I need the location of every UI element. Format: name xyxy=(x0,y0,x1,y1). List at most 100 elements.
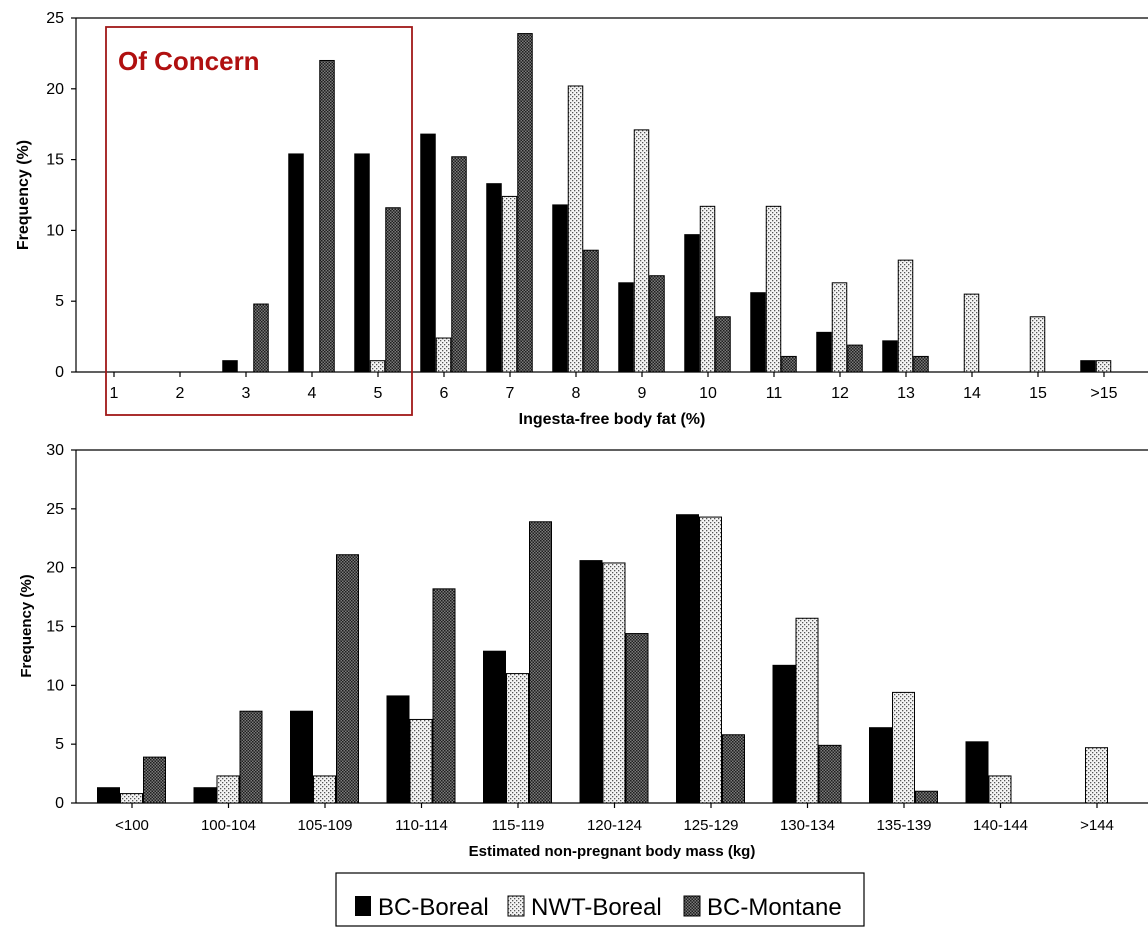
bot-bar-bc-montane-130-134 xyxy=(818,744,842,804)
top-bar-nwt-boreal-10 xyxy=(699,205,716,373)
top-bar-bc-boreal-10 xyxy=(684,234,700,373)
top-bar-nwt-boreal-14 xyxy=(963,293,980,373)
bot-y-tick-label: 25 xyxy=(46,501,64,518)
top-x-tick-label-13: 13 xyxy=(897,385,915,402)
top-x-tick-label-8: 8 xyxy=(572,385,581,402)
bot-bar-bc-boreal-115-119 xyxy=(483,650,506,804)
bot-x-tick-label-105-109: 105-109 xyxy=(297,817,352,834)
chart-bottom-x-axis-label: Estimated non-pregnant body mass (kg) xyxy=(469,843,756,860)
top-x-tick-label-4: 4 xyxy=(308,385,317,402)
bot-x-tick-label-120-124: 120-124 xyxy=(587,817,642,834)
top-bar-bc-montane-9 xyxy=(649,275,665,373)
top-y-tick-label: 20 xyxy=(46,81,64,98)
bot-bar-nwt-boreal-100 xyxy=(120,793,143,804)
bot-x-tick-label-110-114: 110-114 xyxy=(395,817,448,834)
top-bar-bc-boreal-9 xyxy=(618,282,634,373)
chart-bottom: 0 5 10 15 20 25 30 <100 100-104 105-109 110-114 11… xyxy=(18,442,1148,860)
legend-swatch-nwt-boreal xyxy=(507,895,525,917)
top-bar-bc-boreal-11 xyxy=(750,292,766,373)
bot-bar-bc-montane-120-124 xyxy=(625,633,649,804)
top-bar-nwt-boreal-9 xyxy=(633,129,650,373)
legend-swatch-bc-boreal xyxy=(355,896,371,916)
top-y-tick-label: 25 xyxy=(46,10,64,27)
top-bar-bc-montane-11 xyxy=(781,355,797,373)
bot-bar-bc-boreal-135-139 xyxy=(869,727,892,804)
bot-x-tick-label-130-134: 130-134 xyxy=(780,817,835,834)
top-bar-nwt-boreal-8 xyxy=(567,85,584,373)
legend: BC-Boreal NWT-Boreal BC-Montane xyxy=(335,872,865,927)
bot-bar-bc-boreal-100 xyxy=(97,787,120,804)
top-x-tick-label-9: 9 xyxy=(638,385,647,402)
top-y-tick-label: 10 xyxy=(46,222,64,239)
top-bar-bc-boreal-13 xyxy=(882,340,898,373)
top-bar-bc-montane-10 xyxy=(715,316,731,373)
bot-bar-bc-boreal-110-114 xyxy=(386,695,410,804)
top-x-tick-label-5: 5 xyxy=(374,385,383,402)
legend-box xyxy=(335,872,865,927)
top-bar-bc-montane-7 xyxy=(517,33,533,373)
bot-bar-nwt-boreal-130-134 xyxy=(795,617,819,804)
bot-bar-bc-boreal-100-104 xyxy=(193,787,217,804)
top-bar-bc-montane-8 xyxy=(583,249,599,373)
bot-x-tick-label-144: >144 xyxy=(1080,817,1114,834)
bot-bar-bc-boreal-125-129 xyxy=(676,514,699,804)
bot-bar-bc-montane-135-139 xyxy=(915,790,938,804)
top-bar-nwt-boreal-5 xyxy=(369,360,386,373)
top-bar-nwt-boreal-6 xyxy=(435,337,452,373)
chart-bottom-y-axis-label: Frequency (%) xyxy=(18,574,35,677)
top-x-tick-label-7: 7 xyxy=(506,385,515,402)
of-concern-label: Of Concern xyxy=(118,46,260,76)
bot-y-tick-label: 10 xyxy=(46,677,64,694)
bot-bar-nwt-boreal-144 xyxy=(1085,747,1108,804)
top-bar-bc-boreal-3 xyxy=(222,360,238,373)
top-x-tick-label-11: 11 xyxy=(766,385,783,402)
top-bar-bc-montane-5 xyxy=(385,207,401,373)
top-bar-nwt-boreal-11 xyxy=(765,205,782,373)
bot-bar-nwt-boreal-105-109 xyxy=(313,775,336,804)
top-x-tick-label-14: 14 xyxy=(963,385,981,402)
bot-bar-bc-montane-100-104 xyxy=(239,710,263,804)
top-bar-bc-montane-13 xyxy=(913,355,929,373)
top-y-tick-label: 0 xyxy=(55,364,64,381)
of-concern-box xyxy=(105,26,413,416)
top-bar-bc-boreal-7 xyxy=(486,183,502,373)
bot-bar-nwt-boreal-125-129 xyxy=(699,516,722,804)
top-bar-bc-boreal-6 xyxy=(420,133,436,373)
bot-bar-nwt-boreal-120-124 xyxy=(602,562,626,804)
top-x-tick-label-1: 1 xyxy=(110,385,119,402)
bot-bar-bc-montane-105-109 xyxy=(336,554,359,804)
top-bar-bc-boreal-8 xyxy=(552,204,568,373)
top-x-tick-label-3: 3 xyxy=(242,385,251,402)
legend-swatch-bc-montane xyxy=(683,895,701,917)
bot-x-tick-label-115-119: 115-119 xyxy=(492,817,545,834)
bot-x-tick-label-140-144: 140-144 xyxy=(973,817,1028,834)
bot-bar-bc-boreal-105-109 xyxy=(290,710,313,804)
bot-bar-nwt-boreal-100-104 xyxy=(216,775,240,804)
top-bar-nwt-boreal-12 xyxy=(831,282,848,373)
bot-bar-bc-boreal-120-124 xyxy=(579,560,603,804)
bot-x-tick-label-100-104: 100-104 xyxy=(201,817,256,834)
bot-bar-nwt-boreal-115-119 xyxy=(506,673,529,804)
top-x-tick-label-12: 12 xyxy=(831,385,849,402)
top-bar-bc-montane-4 xyxy=(319,59,335,373)
bot-y-tick-label: 30 xyxy=(46,442,64,459)
bot-bar-nwt-boreal-135-139 xyxy=(892,691,915,804)
bot-y-tick-label: 20 xyxy=(46,560,64,577)
bot-y-tick-label: 5 xyxy=(55,736,64,753)
bot-bar-nwt-boreal-140-144 xyxy=(988,775,1012,804)
bot-y-tick-label: 15 xyxy=(46,619,64,636)
bot-bar-bc-boreal-130-134 xyxy=(772,664,796,804)
top-bar-bc-boreal-5 xyxy=(354,153,370,373)
chart-top-y-axis-label: Frequency (%) xyxy=(15,140,32,250)
top-bar-bc-montane-3 xyxy=(253,303,269,373)
bot-bar-nwt-boreal-110-114 xyxy=(409,718,433,804)
chart-top-x-axis-label: Ingesta-free body fat (%) xyxy=(519,411,706,428)
top-bar-bc-montane-6 xyxy=(451,156,467,373)
bot-bar-bc-montane-125-129 xyxy=(722,734,745,804)
bot-bar-bc-montane-110-114 xyxy=(432,588,456,804)
top-bar-nwt-boreal-13 xyxy=(897,259,914,373)
top-bar-nwt-boreal-15 xyxy=(1095,360,1112,373)
bot-x-tick-label-135-139: 135-139 xyxy=(876,817,931,834)
top-bar-bc-boreal-12 xyxy=(816,331,832,373)
